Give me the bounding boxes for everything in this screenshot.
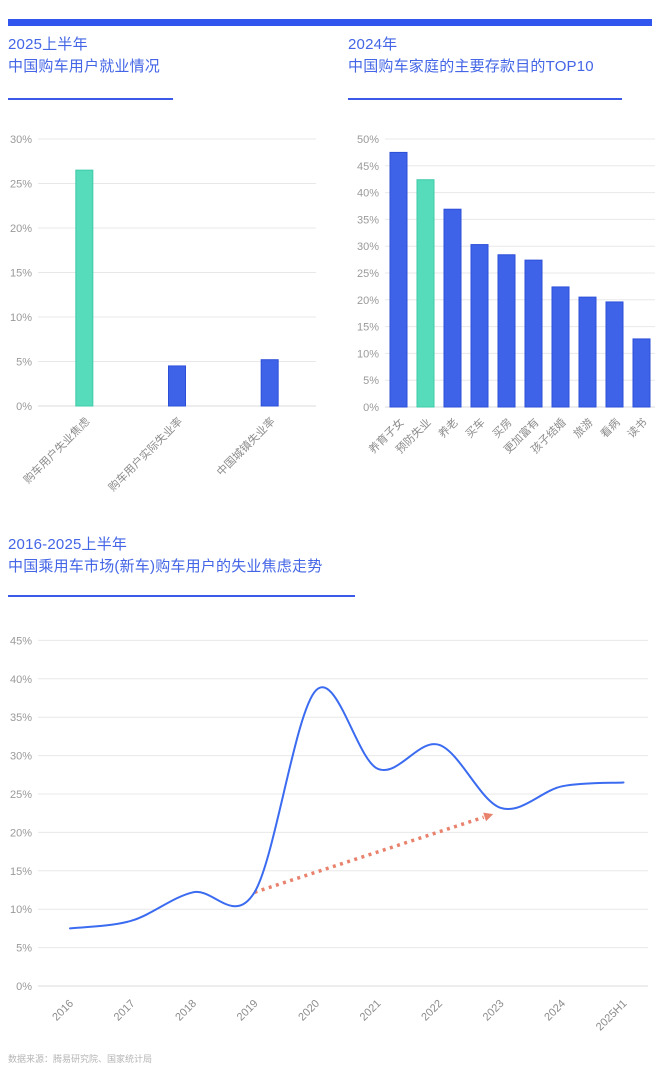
svg-text:15%: 15%: [10, 268, 32, 280]
employment-title-line2: 中国购车用户就业情况: [8, 58, 161, 75]
svg-text:5%: 5%: [363, 375, 379, 387]
svg-text:15%: 15%: [10, 866, 32, 878]
employment-bar-chart: 0% 5% 10% 15% 20% 25% 30% 购车用户失业焦虑 购车用户实际失业率 中国城镇…: [10, 134, 316, 494]
svg-text:20%: 20%: [357, 295, 379, 307]
svg-text:5%: 5%: [16, 943, 32, 955]
svg-text:2023: 2023: [481, 998, 507, 1024]
trend-title-line1: 2016-2025上半年: [8, 536, 128, 553]
svg-text:2019: 2019: [235, 998, 261, 1024]
svg-text:35%: 35%: [10, 712, 32, 724]
data-source-note: 数据来源：腾易研究院、国家统计局: [8, 1054, 153, 1064]
svg-text:20%: 20%: [10, 223, 32, 235]
svg-text:10%: 10%: [10, 904, 32, 916]
svg-text:读书: 读书: [624, 415, 649, 440]
svg-text:2020: 2020: [296, 998, 322, 1024]
trend-title-underline: [8, 595, 355, 597]
svg-text:看病: 看病: [597, 415, 622, 440]
svg-text:2016: 2016: [50, 998, 76, 1024]
employment-title-underline: [8, 98, 173, 100]
svg-text:2024: 2024: [542, 998, 568, 1024]
svg-text:45%: 45%: [357, 161, 379, 173]
svg-text:买房: 买房: [490, 416, 515, 441]
employment-title-line1: 2025上半年: [8, 36, 88, 53]
svg-text:40%: 40%: [10, 674, 32, 686]
svg-text:25%: 25%: [10, 789, 32, 801]
top-accent-bar: [8, 19, 652, 26]
svg-text:20%: 20%: [10, 827, 32, 839]
svg-text:25%: 25%: [357, 268, 379, 280]
svg-text:35%: 35%: [357, 214, 379, 226]
svg-text:旅游: 旅游: [570, 415, 595, 440]
svg-text:购车用户失业焦虑: 购车用户失业焦虑: [20, 414, 92, 486]
savings-title-line2: 中国购车家庭的主要存款目的TOP10: [348, 58, 594, 75]
svg-text:买车: 买车: [462, 415, 487, 440]
svg-text:2021: 2021: [358, 998, 384, 1024]
svg-text:2018: 2018: [173, 998, 199, 1024]
employment-chart-title: 2025上半年 中国购车用户就业情况: [8, 34, 160, 78]
svg-text:15%: 15%: [357, 322, 379, 334]
savings-title-underline: [348, 98, 622, 100]
svg-text:30%: 30%: [10, 134, 32, 146]
svg-text:5%: 5%: [16, 357, 32, 369]
trend-title-line2: 中国乘用车市场(新车)购车用户的失业焦虑走势: [8, 558, 323, 575]
svg-text:30%: 30%: [10, 751, 32, 763]
savings-title-line1: 2024年: [348, 36, 398, 53]
trend-chart-title: 2016-2025上半年 中国乘用车市场(新车)购车用户的失业焦虑走势: [8, 534, 322, 578]
svg-text:养老: 养老: [435, 415, 460, 440]
svg-text:25%: 25%: [10, 179, 32, 191]
svg-text:2022: 2022: [419, 998, 445, 1024]
svg-text:30%: 30%: [357, 241, 379, 253]
svg-text:0%: 0%: [363, 402, 379, 414]
svg-text:中国城镇失业率: 中国城镇失业率: [213, 414, 277, 478]
svg-text:10%: 10%: [10, 312, 32, 324]
svg-text:购车用户实际失业率: 购车用户实际失业率: [105, 414, 185, 494]
svg-text:0%: 0%: [16, 401, 32, 413]
svg-text:40%: 40%: [357, 188, 379, 200]
savings-bar-chart: 0%5%10%15%20%25%30%35%40%45%50%养育子女预防失业养…: [357, 134, 655, 456]
svg-text:50%: 50%: [357, 134, 379, 146]
svg-text:45%: 45%: [10, 635, 32, 647]
svg-text:0%: 0%: [16, 981, 32, 993]
savings-chart-title: 2024年 中国购车家庭的主要存款目的TOP10: [348, 34, 594, 78]
anxiety-trend-line-chart: 0% 5% 10% 15% 20% 25% 30% 35% 40% 45% 2016 2017 2018…: [10, 635, 648, 1034]
svg-text:2017: 2017: [112, 998, 138, 1024]
svg-text:2025H1: 2025H1: [594, 998, 630, 1034]
svg-text:10%: 10%: [357, 348, 379, 360]
